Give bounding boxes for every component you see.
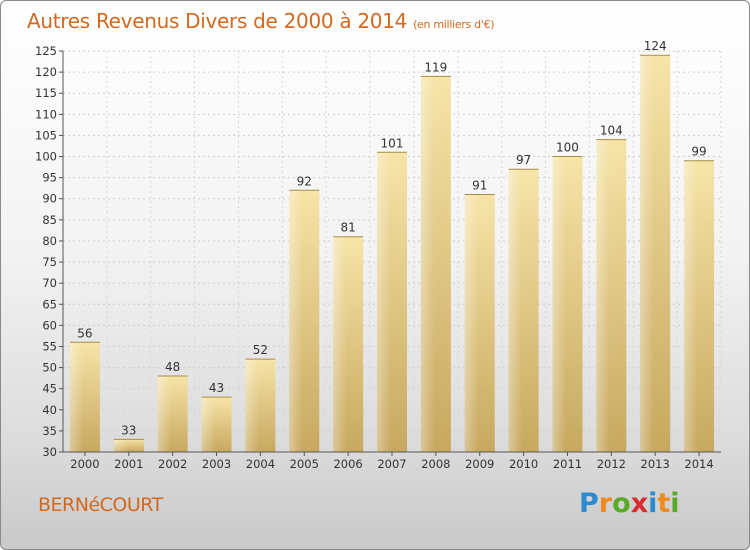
chart-subtitle: (en milliers d'€) [413, 18, 495, 31]
x-tick-label: 2009 [465, 457, 494, 471]
data-label: 48 [165, 360, 180, 374]
data-label: 119 [424, 60, 447, 74]
y-tick-label: 50 [42, 361, 57, 375]
y-tick-label: 55 [42, 339, 57, 353]
chart-title-text: Autres Revenus Divers de 2000 à 2014 [27, 9, 408, 33]
x-tick-label: 2005 [290, 457, 319, 471]
data-label: 56 [77, 326, 92, 340]
x-tick-label: 2007 [377, 457, 406, 471]
logo-letter: i [648, 488, 658, 519]
bar-highlight [289, 190, 303, 452]
bar-highlight [377, 152, 391, 452]
x-tick-label: 2001 [114, 457, 143, 471]
logo-letter: t [657, 488, 671, 519]
y-tick-label: 90 [42, 192, 57, 206]
logo-letter: r [598, 488, 613, 519]
y-tick-label: 100 [35, 150, 57, 164]
axis-layer [59, 50, 721, 456]
y-tick-label: 60 [42, 318, 57, 332]
y-tick-label: 120 [35, 65, 57, 79]
data-label: 99 [691, 145, 706, 159]
x-tick-label: 2004 [246, 457, 275, 471]
bar-highlight [508, 169, 523, 453]
y-tick-label: 45 [42, 382, 57, 396]
label-layer: 30 35 40 45 50 55 60 65 70 75 80 85 90 95 100 105 110 115… [35, 39, 714, 471]
bar-layer [69, 54, 715, 453]
bar-highlight [157, 376, 172, 452]
bar-highlight [113, 439, 128, 452]
data-label: 91 [472, 179, 487, 193]
x-tick-label: 2006 [333, 457, 362, 471]
bar-highlight [464, 194, 479, 452]
data-label: 43 [209, 381, 224, 395]
y-tick-label: 125 [35, 44, 57, 58]
y-tick-label: 105 [35, 128, 57, 142]
x-tick-label: 2014 [684, 457, 713, 471]
data-label: 100 [556, 141, 579, 155]
data-label: 33 [121, 423, 136, 437]
y-tick-label: 30 [42, 445, 57, 459]
bar-highlight [245, 359, 259, 452]
y-tick-label: 85 [42, 213, 57, 227]
bar-highlight [596, 139, 610, 453]
y-tick-label: 80 [42, 234, 57, 248]
y-tick-label: 95 [42, 171, 57, 185]
logo-letter: o [612, 488, 631, 519]
data-label: 104 [600, 124, 623, 138]
bar-highlight [684, 160, 698, 452]
y-tick-label: 115 [35, 86, 57, 100]
data-label: 81 [340, 221, 355, 235]
data-label: 92 [297, 174, 312, 188]
x-tick-label: 2008 [421, 457, 450, 471]
bar-highlight [420, 76, 435, 452]
y-tick-label: 70 [42, 276, 57, 290]
y-tick-label: 40 [42, 403, 57, 417]
x-tick-label: 2010 [509, 457, 538, 471]
bar-highlight [333, 236, 347, 452]
town-name: BERNéCOURT [38, 494, 163, 516]
x-tick-label: 2011 [553, 457, 582, 471]
data-label: 124 [644, 39, 667, 53]
bar-highlight [201, 397, 216, 452]
x-tick-label: 2012 [597, 457, 626, 471]
y-tick-label: 75 [42, 255, 57, 269]
x-tick-label: 2013 [641, 457, 670, 471]
y-tick-label: 110 [35, 107, 57, 121]
data-label: 101 [381, 136, 404, 150]
logo-letter: i [670, 488, 680, 519]
data-label: 97 [516, 153, 531, 167]
proxiti-logo: Proxiti [579, 488, 680, 519]
x-tick-label: 2003 [202, 457, 231, 471]
y-tick-label: 35 [42, 424, 57, 438]
data-label: 52 [253, 343, 268, 357]
logo-letter: x [630, 488, 649, 519]
x-tick-label: 2000 [70, 457, 99, 471]
bar-highlight [69, 342, 84, 452]
bar-highlight [640, 55, 654, 452]
logo-letter: P [579, 488, 599, 519]
x-tick-label: 2002 [158, 457, 187, 471]
chart-title: Autres Revenus Divers de 2000 à 2014 (en … [27, 9, 495, 33]
y-tick-label: 65 [42, 297, 57, 311]
bar-highlight [552, 156, 566, 453]
